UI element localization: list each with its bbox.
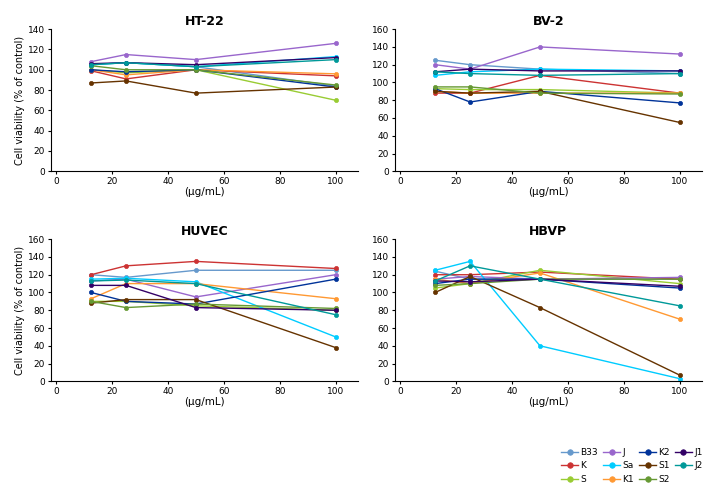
Legend: B33, K, S, J, Sa, K1, K2, S1, S2, J1, J2: B33, K, S, J, Sa, K1, K2, S1, S2, J1, J2: [559, 445, 706, 487]
Title: BV-2: BV-2: [533, 15, 564, 28]
Title: HT-22: HT-22: [184, 15, 224, 28]
X-axis label: (μg/mL): (μg/mL): [184, 397, 224, 407]
Y-axis label: Cell viability (% of control): Cell viability (% of control): [15, 246, 25, 375]
X-axis label: (μg/mL): (μg/mL): [528, 397, 569, 407]
X-axis label: (μg/mL): (μg/mL): [184, 187, 224, 197]
X-axis label: (μg/mL): (μg/mL): [528, 187, 569, 197]
Y-axis label: Cell viability (% of control): Cell viability (% of control): [15, 36, 25, 165]
Title: HUVEC: HUVEC: [181, 225, 228, 238]
Title: HBVP: HBVP: [529, 225, 567, 238]
